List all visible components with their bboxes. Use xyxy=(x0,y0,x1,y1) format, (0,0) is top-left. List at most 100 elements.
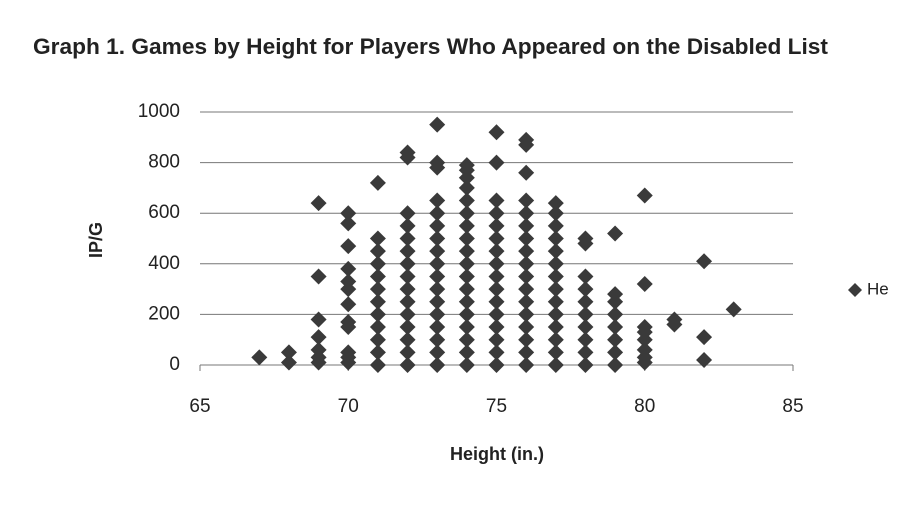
point xyxy=(429,344,446,361)
point xyxy=(399,243,416,260)
point xyxy=(488,344,505,361)
point xyxy=(547,268,564,285)
point xyxy=(429,154,446,171)
point xyxy=(458,293,475,310)
point xyxy=(488,281,505,298)
point xyxy=(547,357,564,373)
point xyxy=(518,164,535,181)
point xyxy=(369,230,386,247)
point xyxy=(369,344,386,361)
point xyxy=(310,311,327,328)
point xyxy=(251,349,268,366)
point xyxy=(429,293,446,310)
point xyxy=(518,344,535,361)
point xyxy=(547,319,564,336)
x-axis-label: Height (in.) xyxy=(450,444,544,464)
point xyxy=(369,357,386,373)
point xyxy=(399,230,416,247)
point xyxy=(340,260,357,277)
point xyxy=(369,255,386,272)
point xyxy=(518,293,535,310)
point xyxy=(340,215,357,232)
point xyxy=(458,179,475,196)
point xyxy=(429,331,446,348)
point xyxy=(607,344,624,361)
y-tick-label: 400 xyxy=(148,253,180,274)
point xyxy=(488,268,505,285)
point xyxy=(488,306,505,323)
point xyxy=(696,253,713,270)
point xyxy=(547,195,564,212)
x-tick-label: 85 xyxy=(782,396,803,417)
point xyxy=(547,255,564,272)
point xyxy=(429,306,446,323)
point xyxy=(458,217,475,234)
point xyxy=(666,311,683,328)
point xyxy=(577,357,594,373)
point xyxy=(458,281,475,298)
point xyxy=(607,319,624,336)
y-tick-label: 200 xyxy=(148,303,180,324)
point xyxy=(369,319,386,336)
x-tick-label: 70 xyxy=(338,396,359,417)
point xyxy=(369,331,386,348)
x-tick-label: 65 xyxy=(189,396,210,417)
x-tick-label: 80 xyxy=(634,396,655,417)
point xyxy=(369,268,386,285)
point xyxy=(607,286,624,303)
point xyxy=(488,205,505,222)
point xyxy=(369,306,386,323)
point xyxy=(488,255,505,272)
point xyxy=(458,243,475,260)
point xyxy=(340,296,357,313)
point xyxy=(488,293,505,310)
y-tick-label: 800 xyxy=(148,152,180,173)
point xyxy=(429,255,446,272)
point xyxy=(547,331,564,348)
point xyxy=(458,357,475,373)
point xyxy=(429,230,446,247)
point xyxy=(607,331,624,348)
point xyxy=(488,124,505,141)
point xyxy=(429,192,446,209)
point xyxy=(488,319,505,336)
point xyxy=(518,217,535,234)
point xyxy=(488,243,505,260)
point xyxy=(399,306,416,323)
point xyxy=(547,205,564,222)
point xyxy=(577,281,594,298)
point xyxy=(696,351,713,368)
point xyxy=(458,331,475,348)
y-tick-label: 1000 xyxy=(138,101,180,122)
point xyxy=(340,344,357,361)
point xyxy=(399,205,416,222)
point xyxy=(488,230,505,247)
point xyxy=(310,341,327,358)
y-tick-label: 0 xyxy=(169,354,180,375)
point xyxy=(636,341,653,358)
point xyxy=(399,281,416,298)
point xyxy=(399,331,416,348)
y-tick-label: 600 xyxy=(148,202,180,223)
point xyxy=(369,174,386,191)
point xyxy=(369,281,386,298)
point xyxy=(518,281,535,298)
point xyxy=(429,205,446,222)
point xyxy=(518,205,535,222)
point xyxy=(488,154,505,171)
point xyxy=(310,329,327,346)
chart-title: Graph 1. Games by Height for Players Who… xyxy=(33,34,829,59)
point xyxy=(607,357,624,373)
point xyxy=(607,306,624,323)
point xyxy=(547,281,564,298)
point xyxy=(458,157,475,174)
point xyxy=(310,195,327,212)
point xyxy=(429,281,446,298)
point xyxy=(636,319,653,336)
point xyxy=(518,255,535,272)
point xyxy=(577,319,594,336)
point xyxy=(577,293,594,310)
point xyxy=(369,293,386,310)
point xyxy=(399,144,416,161)
point xyxy=(399,357,416,373)
